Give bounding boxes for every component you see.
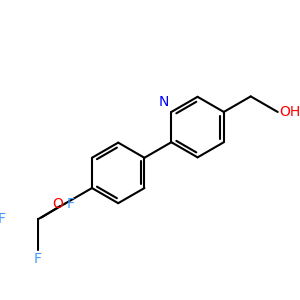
Text: N: N xyxy=(158,95,169,110)
Text: F: F xyxy=(0,212,5,226)
Text: F: F xyxy=(34,252,42,266)
Text: O: O xyxy=(52,196,63,211)
Text: OH: OH xyxy=(279,105,300,119)
Text: F: F xyxy=(67,196,75,211)
